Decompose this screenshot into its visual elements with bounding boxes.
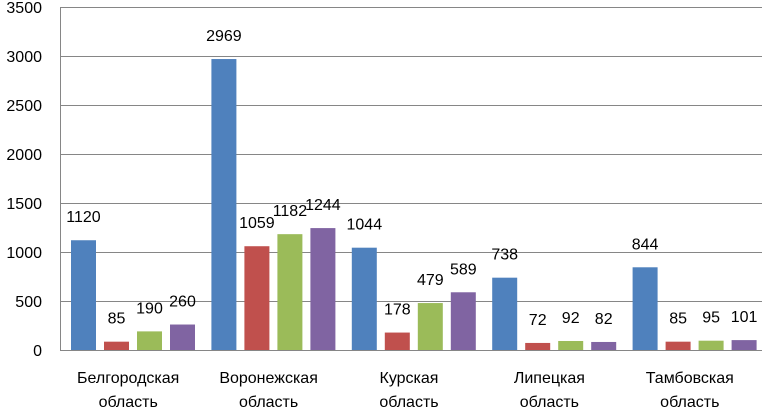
y-tick-label: 0 [33,343,42,360]
category-label: Воронежская [219,370,318,387]
bar [211,59,237,351]
bar [384,332,410,350]
data-label: 2969 [206,28,242,45]
bar [137,331,162,350]
y-axis-ticks: 0 500 1000 1500 2000 2500 3000 3500 [6,0,42,360]
data-label: 1244 [305,197,341,214]
bars [71,59,757,351]
bar [71,240,96,350]
bar [665,341,691,350]
bar [525,342,551,350]
data-label: 738 [491,247,518,264]
data-label: 1120 [66,209,101,226]
bar [417,303,443,350]
data-label: 101 [731,309,758,326]
data-label: 82 [595,311,613,328]
bar [698,340,724,350]
category-label: область [379,394,438,409]
y-tick-label: 1500 [6,196,42,213]
category-label: Курская [380,370,439,387]
bar [170,324,195,350]
bar [104,341,129,350]
data-label: 844 [632,236,659,253]
data-label: 85 [669,311,687,328]
bar [731,340,757,350]
category-label: Белгородская [77,370,179,387]
bar [591,341,617,350]
data-label: 589 [450,261,477,278]
category-label: область [99,394,158,409]
data-label: 95 [702,310,720,327]
data-label: 190 [136,300,163,317]
category-label: область [660,394,719,409]
data-label: 85 [108,311,126,328]
data-label: 1182 [273,203,308,220]
y-tick-label: 2000 [6,147,42,164]
data-label: 260 [169,294,196,311]
data-label: 72 [529,312,547,329]
data-label: 1059 [239,215,275,232]
grid-lines [60,7,762,351]
category-label: область [520,394,579,409]
category-label: область [239,394,298,409]
bar [244,246,270,350]
data-label: 1044 [347,217,383,234]
category-label: Тамбовская [646,370,734,387]
bar [558,340,584,350]
bar [492,277,518,350]
category-label: Липецкая [514,370,585,387]
data-label: 479 [417,272,444,289]
y-tick-label: 3500 [6,0,42,17]
bar [310,228,336,350]
bar [277,234,303,350]
x-axis-categories: Белгородская область Воронежская область Кур… [77,370,734,409]
y-tick-label: 1000 [6,245,42,262]
y-tick-label: 3000 [6,49,42,66]
bar [351,247,377,350]
y-tick-label: 500 [15,294,42,311]
data-label: 92 [562,310,580,327]
y-tick-label: 2500 [6,98,42,115]
bar [450,292,476,350]
bar [632,267,658,350]
data-label: 178 [384,302,411,319]
